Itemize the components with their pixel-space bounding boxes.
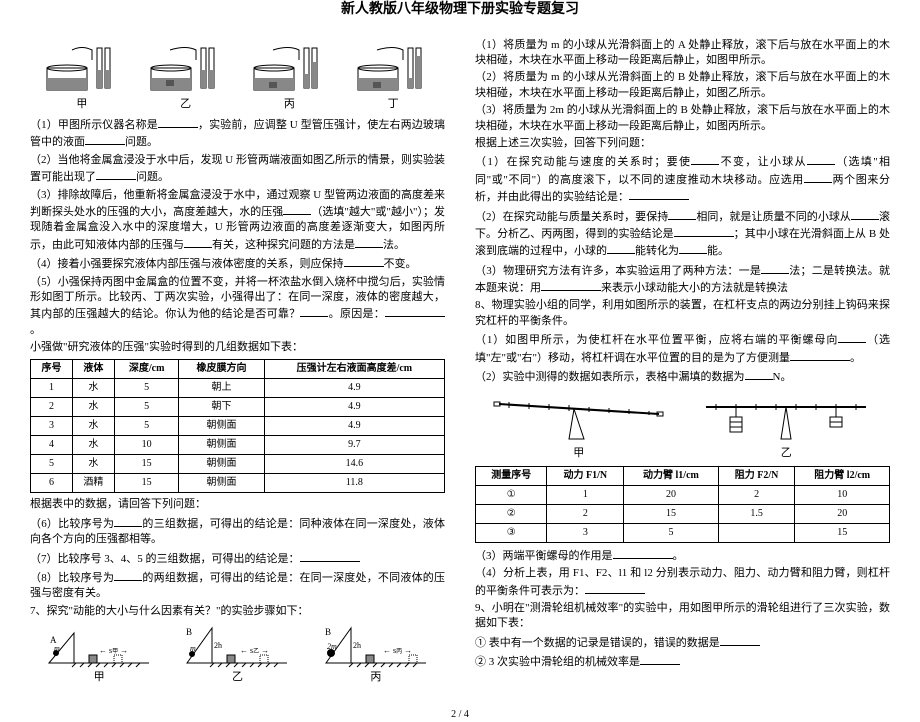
blank[interactable] (674, 225, 734, 237)
q6: 根据表中的数据，请回答下列问题： (30, 497, 445, 512)
fig-ding (353, 40, 433, 95)
svg-text:m: m (190, 644, 196, 653)
blank[interactable] (158, 116, 198, 128)
blank[interactable] (585, 582, 645, 594)
left-column: 甲 乙 丙 丁 （1）甲图所示仪器名称是，实验前，应调整 U 型管压强计，使左右… (30, 36, 445, 690)
table-2: 测量序号动力 F1/N动力臂 l1/cm阻力 F2/N阻力臂 l2/cm ①12… (475, 466, 890, 543)
blank[interactable] (114, 515, 142, 527)
blank[interactable] (344, 255, 384, 267)
ramp-figures: Am← s甲 →甲 Bm2h← s乙 →乙 B2m2h← s丙 →丙 (30, 623, 445, 685)
r2: （2）将质量为 m 的小球从光滑斜面上的 B 处静止释放，滚下后与放在水平面上的… (475, 70, 890, 101)
s8: 8、物理实验小组的同学，利用如图所示的装置，在杠杆支点的两边分别挂上钩码来探究杠… (475, 298, 890, 329)
ramp-yi: Bm 2h ← s乙 → (182, 623, 292, 668)
blank[interactable] (184, 236, 212, 248)
ramp-bing: B2m2h← s丙 → (321, 623, 431, 668)
blank[interactable] (720, 634, 760, 646)
r12: ① 表中有一个数据的记录是错误的，错误的数据是 (475, 634, 890, 651)
ramp-label-bing: 丙 (370, 670, 381, 685)
svg-text:B: B (186, 627, 192, 637)
q8: （8）比较序号为的两组数据，可得出的结论是：在同一深度处，不同液体的压强与密度有… (30, 569, 445, 602)
svg-text:2h: 2h (214, 641, 222, 650)
lever-figures: 甲 乙 (475, 389, 890, 461)
svg-text:← s甲 →: ← s甲 → (99, 646, 128, 655)
ramp-label-yi: 乙 (232, 670, 243, 685)
blank[interactable] (114, 569, 142, 581)
r6: （2）在探究动能与质量关系时，要保持相同，就是让质量不同的小球从滚下。分析乙、丙… (475, 208, 890, 260)
blank[interactable] (807, 153, 835, 165)
blank[interactable] (613, 547, 673, 559)
table-1: 序号液体深度/cm橡皮膜方向压强计左右液面高度差/cm 1水5朝上4.9 2水5… (30, 359, 445, 493)
r10: （3）两端平衡螺母的作用是。 (475, 547, 890, 564)
r4: 根据上述三次实验，回答下列问题： (475, 136, 890, 151)
lever-yi (696, 389, 876, 444)
utube-figures: 甲 乙 丙 丁 (30, 40, 445, 112)
right-column: （1）将质量为 m 的小球从光滑斜面上的 A 处静止释放，滚下后与放在水平面上的… (475, 36, 890, 690)
blank[interactable] (745, 368, 773, 380)
label-ding: 丁 (388, 97, 399, 112)
page-footer: 2 / 4 (0, 708, 920, 722)
q7: （7）比较序号 3、4、5 的三组数据，可得出的结论是： (30, 550, 445, 567)
blank[interactable] (385, 305, 445, 317)
blank[interactable] (761, 262, 789, 274)
fig-yi (146, 40, 226, 95)
lever-label-jia: 甲 (573, 446, 584, 461)
r1: （1）将质量为 m 的小球从光滑斜面上的 A 处静止释放，滚下后与放在水平面上的… (475, 38, 890, 69)
blank[interactable] (85, 133, 125, 145)
blank[interactable] (640, 653, 680, 665)
blank[interactable] (691, 153, 719, 165)
blank[interactable] (355, 236, 383, 248)
blank[interactable] (96, 168, 136, 180)
fig-jia (42, 40, 122, 95)
r9: （2）实验中测得的数据如表所示，表格中漏填的数据为N。 (475, 368, 890, 385)
blank[interactable] (541, 279, 601, 291)
svg-text:m: m (54, 644, 60, 653)
label-jia: 甲 (76, 97, 87, 112)
blank[interactable] (679, 242, 707, 254)
r3: （3）将质量为 2m 的小球从光滑斜面上的 B 处静止释放，滚下后与放在水平面上… (475, 103, 890, 134)
blank[interactable] (838, 331, 866, 343)
blank[interactable] (790, 349, 850, 361)
t1-intro: 小强做"研究液体的压强"实验时得到的几组数据如下表： (30, 340, 445, 355)
q6a: （6）比较序号为的三组数据，可得出的结论是：同种液体在同一深度处，液体向各个方向… (30, 515, 445, 548)
blank[interactable] (283, 203, 311, 215)
q2: （2）当他将金属盒浸没于水中后，发现 U 形管两端液面如图乙所示的情景，则实验装… (30, 153, 445, 186)
r13: ② 3 次实验中滑轮组的机械效率是 (475, 653, 890, 670)
ramp-jia: Am← s甲 → (44, 623, 154, 668)
blank[interactable] (607, 242, 635, 254)
r11: （4）分析上表，用 F1、F2、l1 和 l2 分别表示动力、阻力、动力臂和阻力… (475, 566, 890, 599)
label-yi: 乙 (180, 97, 191, 112)
page-title: 新人教版八年级物理下册实验专题复习 (0, 0, 920, 20)
ramp-label-jia: 甲 (94, 670, 105, 685)
fig-bing (249, 40, 329, 95)
r7: （3）物理研究方法有许多，本实验运用了两种方法：一是法；二是转换法。就本题来说：… (475, 262, 890, 297)
r5: （1）在探究动能与速度的关系时；要使不变，让小球从（选填"相同"或"不同"）的高… (475, 153, 890, 205)
blank[interactable] (804, 171, 832, 183)
lever-label-yi: 乙 (781, 446, 792, 461)
s7: 7、探究"动能的大小与什么因素有关？"的实验步骤如下： (30, 604, 445, 619)
svg-text:← s乙 →: ← s乙 → (240, 646, 269, 655)
svg-text:← s丙 →: ← s丙 → (383, 646, 412, 655)
blank[interactable] (300, 305, 328, 317)
lever-jia (489, 389, 669, 444)
s9: 9、小明在"测滑轮组机械效率"的实验中，用如图甲所示的滑轮组进行了三次实验，数据… (475, 601, 890, 632)
q1: （1）甲图所示仪器名称是，实验前，应调整 U 型管压强计，使左右两边玻璃管中的液… (30, 116, 445, 151)
svg-text:B: B (325, 627, 331, 637)
label-bing: 丙 (284, 97, 295, 112)
blank[interactable] (300, 550, 360, 562)
r8: （1）如图甲所示，为使杠杆在水平位置平衡，应将右端的平衡螺母向（选填"左"或"右… (475, 331, 890, 366)
blank[interactable] (668, 208, 696, 220)
q3: （3）排除故障后，他重新将金属盒浸没于水中，通过观察 U 型管两边液面的高度差来… (30, 188, 445, 254)
q5: （5）小强保持丙图中金属盒的位置不变，并将一杯浓盐水倒入烧杯中搅匀后，实验情形如… (30, 275, 445, 339)
svg-text:2h: 2h (353, 641, 361, 650)
blank[interactable] (851, 208, 879, 220)
q4: （4）接着小强要探究液体内部压强与液体密度的关系，则应保持不变。 (30, 255, 445, 272)
blank[interactable] (629, 188, 689, 200)
